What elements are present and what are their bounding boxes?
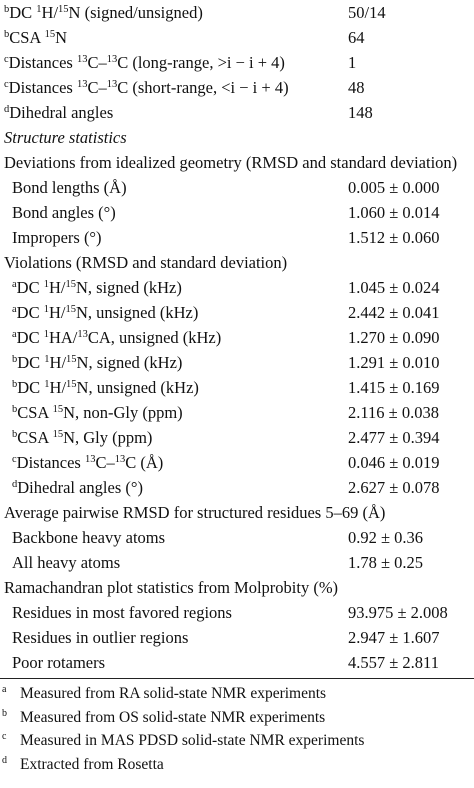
row-label: aDC 1H/15N, unsigned (kHz) (12, 303, 199, 322)
row-label: dDihedral angles (°) (12, 478, 143, 497)
section-violations: Violations (RMSD and standard deviation) (4, 253, 288, 272)
row-label: Poor rotamers (12, 653, 106, 672)
deviation-row: Bond angles (°) 1.060 ± 0.014 (0, 200, 474, 225)
row-value: 2.627 ± 0.078 (348, 478, 440, 497)
footnote-mark: b (12, 379, 18, 391)
section-ramachandran: Ramachandran plot statistics from Molpro… (4, 578, 339, 597)
row-label: Bond angles (°) (12, 203, 116, 222)
row-label: Residues in outlier regions (12, 628, 189, 647)
violation-row: bCSA 15N, Gly (ppm) 2.477 ± 0.394 (0, 425, 474, 450)
row-label: Backbone heavy atoms (12, 528, 166, 547)
row-value: 48 (348, 78, 365, 97)
restraint-row: cDistances 13C–13C (long-range, >i − i +… (0, 50, 474, 75)
violation-row: aDC 1H/15N, unsigned (kHz) 2.442 ± 0.041 (0, 300, 474, 325)
footnote-text: Extracted from Rosetta (20, 755, 164, 773)
row-value: 4.557 ± 2.811 (348, 653, 439, 672)
footnote-mark: b (12, 429, 18, 441)
row-label: All heavy atoms (12, 553, 121, 572)
violation-row: bDC 1H/15N, signed (kHz) 1.291 ± 0.010 (0, 350, 474, 375)
rmsd-row: Backbone heavy atoms 0.92 ± 0.36 (0, 525, 474, 550)
footnote-mark: a (12, 304, 17, 316)
row-value: 1 (348, 53, 357, 72)
row-label: cDistances 13C–13C (Å) (12, 453, 164, 472)
footnote-text: Measured from OS solid-state NMR experim… (20, 708, 326, 726)
violation-row: bCSA 15N, non-Gly (ppm) 2.116 ± 0.038 (0, 400, 474, 425)
violation-row: aDC 1HA/13CA, unsigned (kHz) 1.270 ± 0.09… (0, 325, 474, 350)
row-label: aDC 1H/15N, signed (kHz) (12, 278, 182, 297)
rmsd-row: All heavy atoms 1.78 ± 0.25 (0, 550, 474, 575)
row-value: 50/14 (348, 3, 386, 22)
footnote-mark: d (2, 754, 7, 766)
row-label: dDihedral angles (4, 103, 114, 122)
ramachandran-row: Residues in outlier regions 2.947 ± 1.607 (0, 625, 474, 650)
footnote-mark: c (4, 79, 9, 91)
section-structure-statistics: Structure statistics (4, 128, 127, 147)
row-value: 0.046 ± 0.019 (348, 453, 440, 472)
footnote-text: Measured in MAS PDSD solid-state NMR exp… (20, 732, 365, 749)
row-value: 1.291 ± 0.010 (348, 353, 440, 372)
footnote-mark: d (12, 479, 18, 491)
row-value: 1.415 ± 0.169 (348, 378, 440, 397)
row-label: aDC 1HA/13CA, unsigned (kHz) (12, 328, 222, 347)
footnote-mark: a (12, 329, 17, 341)
row-label: bDC 1H/15N, unsigned (kHz) (12, 378, 199, 397)
row-label: bCSA 15N, non-Gly (ppm) (12, 403, 183, 422)
footnote-mark: a (12, 279, 17, 291)
row-value: 93.975 ± 2.008 (348, 603, 448, 622)
row-label: Residues in most favored regions (12, 603, 232, 622)
row-label: bCSA 15N (4, 28, 67, 47)
row-value: 1.512 ± 0.060 (348, 228, 440, 247)
restraint-row: bCSA 15N 64 (0, 25, 474, 50)
row-value: 2.477 ± 0.394 (348, 428, 440, 447)
footnote-mark: a (2, 684, 7, 695)
section-deviations: Deviations from idealized geometry (RMSD… (4, 153, 458, 172)
footnote-mark: b (4, 29, 10, 41)
row-value: 0.005 ± 0.000 (348, 178, 440, 197)
ramachandran-row: Residues in most favored regions 93.975 ±… (0, 600, 474, 625)
violation-row: cDistances 13C–13C (Å) 0.046 ± 0.019 (0, 450, 474, 475)
row-label: cDistances 13C–13C (long-range, >i − i +… (4, 53, 285, 72)
row-label: bDC 1H/15N, signed (kHz) (12, 353, 183, 372)
footnote-mark: d (4, 104, 10, 116)
footnote-mark: b (12, 354, 18, 366)
row-value: 2.442 ± 0.041 (348, 303, 440, 322)
footnote-mark: b (12, 404, 18, 416)
row-value: 148 (348, 103, 373, 122)
footnote-mark: c (12, 454, 17, 466)
row-label: Bond lengths (Å) (12, 178, 127, 197)
ramachandran-row: Poor rotamers 4.557 ± 2.811 (0, 650, 474, 675)
row-value: 1.060 ± 0.014 (348, 203, 440, 222)
violation-row: dDihedral angles (°) 2.627 ± 0.078 (0, 475, 474, 500)
restraint-row: bDC 1H/15N (signed/unsigned) 50/14 (0, 0, 474, 25)
row-value: 2.947 ± 1.607 (348, 628, 440, 647)
row-value: 64 (348, 28, 365, 47)
footnote-mark: c (4, 54, 9, 66)
footnote-mark: c (2, 731, 7, 742)
table-bottom-rule (0, 678, 474, 679)
footnote-mark: b (2, 707, 7, 719)
row-value: 0.92 ± 0.36 (348, 528, 424, 547)
row-label: cDistances 13C–13C (short-range, <i − i … (4, 78, 289, 97)
footnote-text: Measured from RA solid-state NMR experim… (20, 685, 327, 702)
restraint-row: dDihedral angles 148 (0, 100, 474, 125)
row-value: 1.270 ± 0.090 (348, 328, 440, 347)
deviation-row: Bond lengths (Å) 0.005 ± 0.000 (0, 175, 474, 200)
restraint-row: cDistances 13C–13C (short-range, <i − i … (0, 75, 474, 100)
deviation-row: Impropers (°) 1.512 ± 0.060 (0, 225, 474, 250)
section-pairwise-rmsd: Average pairwise RMSD for structured res… (4, 503, 386, 522)
row-value: 1.045 ± 0.024 (348, 278, 440, 297)
row-value: 1.78 ± 0.25 (348, 553, 424, 572)
violation-row: bDC 1H/15N, unsigned (kHz) 1.415 ± 0.169 (0, 375, 474, 400)
row-label: Impropers (°) (12, 228, 102, 247)
row-label: bCSA 15N, Gly (ppm) (12, 428, 153, 447)
row-label: bDC 1H/15N (signed/unsigned) (4, 3, 203, 22)
row-value: 2.116 ± 0.038 (348, 403, 439, 422)
footnote-mark: b (4, 4, 10, 16)
violation-row: aDC 1H/15N, signed (kHz) 1.045 ± 0.024 (0, 275, 474, 300)
